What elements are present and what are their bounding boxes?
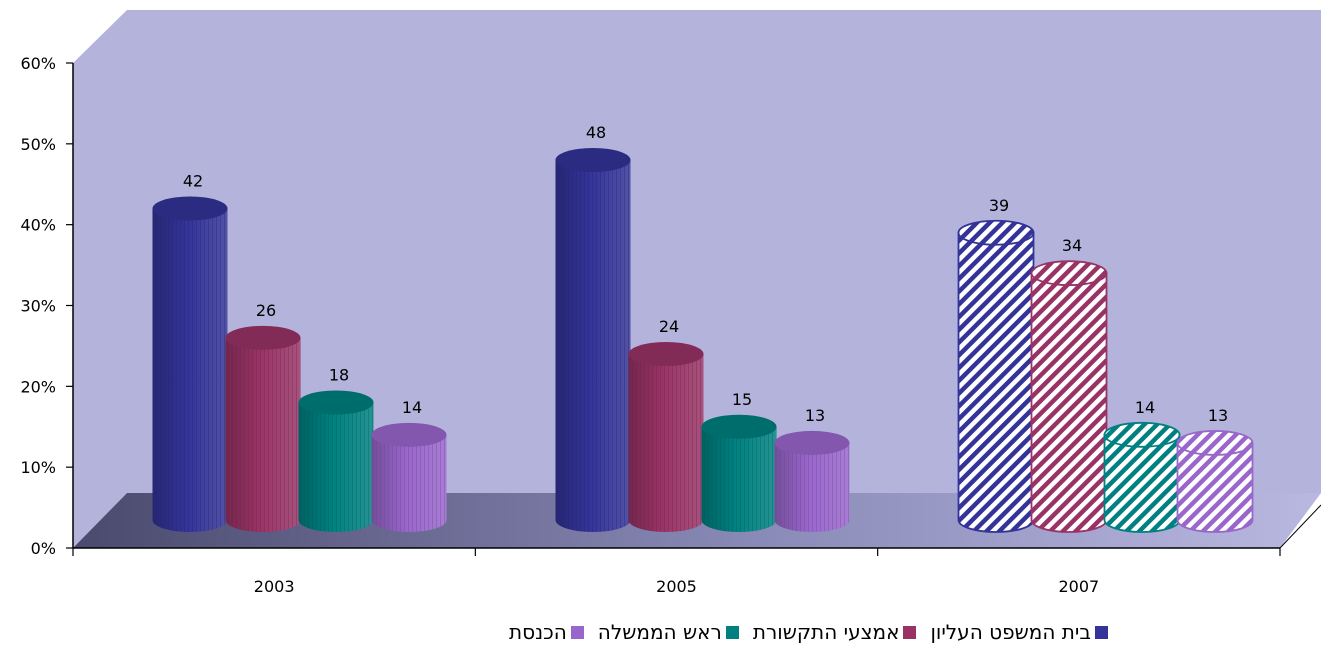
bar — [152, 196, 228, 532]
legend-label: הכנסת — [509, 620, 567, 644]
x-tick-label: 2003 — [254, 577, 295, 596]
bar-texture — [555, 160, 631, 532]
bar — [774, 430, 850, 532]
bar-top — [1176, 430, 1254, 456]
bar-texture — [701, 426, 777, 532]
bar-top — [371, 422, 447, 447]
legend-label: ראש הממשלה — [597, 620, 722, 644]
bar-texture — [628, 354, 704, 532]
bar-top — [1030, 260, 1108, 287]
data-label: 48 — [586, 123, 606, 142]
bar — [1176, 430, 1254, 533]
bar-top — [1103, 421, 1181, 448]
bar — [1103, 421, 1181, 533]
data-label: 13 — [805, 406, 825, 425]
bar-texture — [371, 434, 447, 532]
bar — [701, 414, 777, 532]
bar-top — [555, 148, 631, 172]
bar — [225, 325, 301, 532]
chart-canvas: 0% 10% 20% 30% 40% 50% 60% 2003 2005 2007 42 26 18 1… — [20, 10, 1321, 596]
legend-swatch — [903, 625, 917, 639]
y-tick-label: 30% — [20, 297, 56, 316]
legend-swatch — [570, 625, 584, 639]
legend-swatch — [1094, 625, 1108, 639]
y-tick-label: 0% — [31, 539, 56, 558]
data-label: 14 — [1135, 398, 1155, 417]
data-label: 39 — [989, 196, 1009, 215]
bar-body — [1176, 442, 1254, 533]
bar-top — [957, 219, 1035, 246]
y-tick-label: 60% — [20, 54, 56, 73]
data-label: 15 — [732, 390, 752, 409]
bar — [555, 148, 631, 532]
legend-item: אמצעי התקשורת — [753, 620, 917, 644]
x-tick-label: 2007 — [1058, 577, 1099, 596]
bar-top — [298, 390, 374, 415]
y-tick-label: 10% — [20, 458, 56, 477]
data-label: 14 — [402, 398, 422, 417]
data-label: 24 — [659, 317, 679, 336]
y-tick-label: 40% — [20, 216, 56, 235]
bar-body — [1030, 272, 1108, 533]
legend: בית המשפט העליון אמצעי התקשורת ראש הממשלה ה… — [495, 620, 1108, 644]
floor-front-right-edge — [1279, 504, 1321, 549]
data-label: 42 — [183, 172, 203, 191]
x-tick-label: 2005 — [656, 577, 697, 596]
bar-top — [225, 325, 301, 350]
bar — [298, 390, 374, 532]
legend-swatch — [725, 625, 739, 639]
legend-item: ראש הממשלה — [598, 620, 739, 644]
data-label: 13 — [1208, 406, 1228, 425]
legend-item: בית המשפט העליון — [930, 620, 1108, 644]
bar-top — [774, 430, 850, 455]
legend-label: אמצעי התקשורת — [752, 620, 900, 644]
bar-texture — [774, 442, 850, 532]
bar-texture — [152, 208, 228, 532]
bar-body — [1103, 433, 1181, 533]
y-tick-label: 20% — [20, 377, 56, 396]
bar-texture — [225, 337, 301, 532]
bar-top — [628, 342, 704, 366]
data-label: 34 — [1062, 236, 1082, 255]
bar-top — [701, 414, 777, 439]
legend-label: בית המשפט העליון — [930, 620, 1091, 644]
bar-texture — [298, 402, 374, 532]
bar-top — [152, 196, 228, 221]
bar — [628, 342, 704, 532]
bar-body — [957, 231, 1035, 533]
bar — [1030, 260, 1108, 533]
legend-item: הכנסת — [509, 620, 584, 644]
y-tick-label: 50% — [20, 135, 56, 154]
data-label: 26 — [256, 301, 276, 320]
data-label: 18 — [329, 366, 349, 385]
bar — [957, 219, 1035, 533]
bar — [371, 422, 447, 532]
